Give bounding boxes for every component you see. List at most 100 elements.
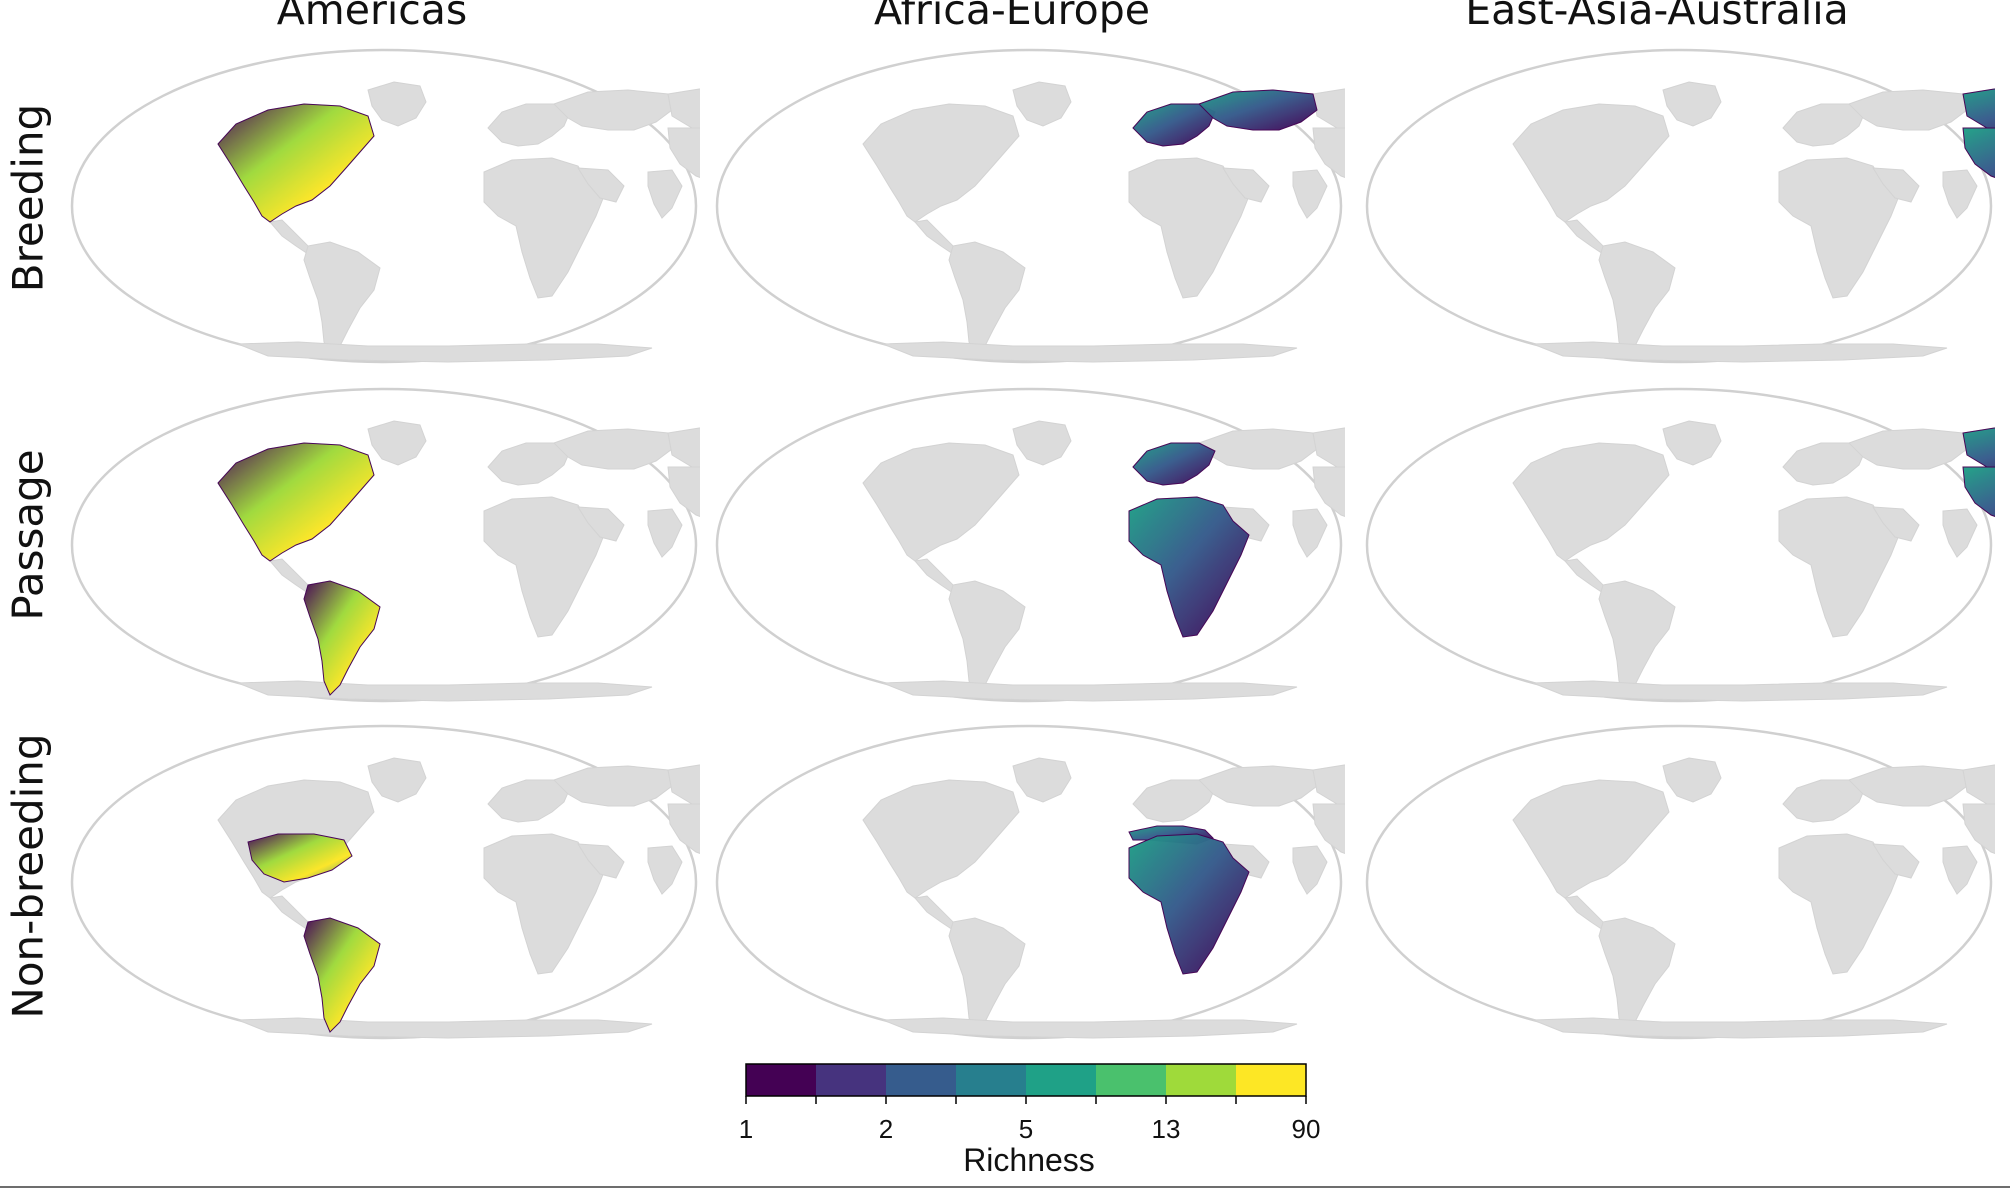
- land-north-america: [862, 779, 1020, 899]
- land-siberia: [667, 88, 700, 130]
- land-siberia: [1312, 88, 1345, 130]
- land-antarctica: [882, 680, 1298, 702]
- land-europe: [487, 779, 571, 823]
- richness-africa: [1128, 833, 1250, 975]
- richness-western-siberia: [1198, 89, 1318, 131]
- legend-bin-3: [886, 1064, 956, 1096]
- land-china: [1312, 127, 1345, 178]
- land-antarctica: [1532, 1017, 1948, 1039]
- column-title-africa-europe: Africa-Europe: [874, 0, 1150, 34]
- bottom-rule: [0, 1186, 2010, 1188]
- land-western-siberia: [1198, 428, 1318, 470]
- legend-colorbar: [745, 1063, 1307, 1104]
- legend-tick-label: 1: [738, 1114, 754, 1144]
- land-arabia: [577, 506, 625, 542]
- map-panel-africa-europe-breeding: [715, 48, 1345, 364]
- land-arabia: [1872, 506, 1920, 542]
- land-north-america: [1512, 103, 1670, 223]
- land-africa: [1778, 496, 1900, 638]
- legend-bin-5: [1026, 1064, 1096, 1096]
- richness-china: [1962, 466, 1995, 517]
- map-panel-americas-breeding: [70, 48, 700, 364]
- land-india: [1292, 845, 1328, 895]
- land-western-siberia: [1198, 765, 1318, 807]
- richness-south-america: [303, 580, 381, 696]
- richness-siberia: [1962, 427, 1995, 469]
- land-arabia: [577, 843, 625, 879]
- land-india: [647, 169, 683, 219]
- legend-tick-label: 13: [1151, 1114, 1181, 1144]
- land-india: [1942, 169, 1978, 219]
- land-antarctica: [237, 680, 653, 702]
- land-arabia: [1872, 843, 1920, 879]
- column-title-east-asia-australia: East-Asia-Australia: [1465, 0, 1849, 34]
- legend-tick-label: 5: [1018, 1114, 1034, 1144]
- land-north-america: [1512, 442, 1670, 562]
- land-europe: [487, 103, 571, 147]
- land-china: [1312, 803, 1345, 854]
- land-africa: [483, 157, 605, 299]
- map-panel-africa-europe-passage: [715, 387, 1345, 703]
- richness-siberia: [1962, 88, 1995, 130]
- map-panel-africa-europe-non-breeding: [715, 724, 1345, 1040]
- land-europe: [1132, 779, 1216, 823]
- land-greenland: [1012, 757, 1072, 803]
- land-europe: [487, 442, 571, 486]
- land-china: [1312, 466, 1345, 517]
- map-panel-americas-non-breeding: [70, 724, 700, 1040]
- land-india: [647, 845, 683, 895]
- land-india: [1292, 169, 1328, 219]
- richness-europe: [1132, 442, 1216, 486]
- land-africa: [483, 496, 605, 638]
- land-greenland: [367, 757, 427, 803]
- richness-europe: [1132, 103, 1216, 147]
- land-siberia: [1312, 764, 1345, 806]
- richness-north-america: [217, 103, 375, 223]
- land-india: [647, 508, 683, 558]
- land-north-america: [1512, 779, 1670, 899]
- land-western-siberia: [553, 89, 673, 131]
- map-panel-americas-passage: [70, 387, 700, 703]
- land-western-siberia: [553, 765, 673, 807]
- land-siberia: [1312, 427, 1345, 469]
- land-north-america: [862, 103, 1020, 223]
- legend-bin-1: [746, 1064, 816, 1096]
- legend-bin-8: [1236, 1064, 1306, 1096]
- land-arabia: [1222, 167, 1270, 203]
- richness-africa: [1128, 496, 1250, 638]
- legend-bin-4: [956, 1064, 1026, 1096]
- land-india: [1292, 508, 1328, 558]
- land-arabia: [577, 167, 625, 203]
- land-africa: [1128, 157, 1250, 299]
- land-greenland: [1662, 420, 1722, 466]
- land-china: [667, 127, 700, 178]
- land-antarctica: [882, 1017, 1298, 1039]
- land-india: [1942, 508, 1978, 558]
- land-europe: [1782, 442, 1866, 486]
- legend-bin-2: [816, 1064, 886, 1096]
- land-greenland: [1012, 81, 1072, 127]
- land-arabia: [1872, 167, 1920, 203]
- land-greenland: [1662, 81, 1722, 127]
- land-western-siberia: [1848, 89, 1968, 131]
- land-africa: [483, 833, 605, 975]
- richness-south-america: [303, 917, 381, 1033]
- land-western-siberia: [1848, 428, 1968, 470]
- legend-tick-label: 90: [1291, 1114, 1321, 1144]
- land-china: [667, 466, 700, 517]
- land-siberia: [667, 764, 700, 806]
- land-antarctica: [237, 1017, 653, 1039]
- column-title-americas: Americas: [276, 0, 468, 34]
- map-panel-east-asia-australia-passage: [1365, 387, 1995, 703]
- land-china: [1962, 803, 1995, 854]
- map-panel-east-asia-australia-breeding: [1365, 48, 1995, 364]
- land-greenland: [1012, 420, 1072, 466]
- land-antarctica: [237, 341, 653, 363]
- land-siberia: [1962, 764, 1995, 806]
- land-greenland: [367, 81, 427, 127]
- legend-bin-7: [1166, 1064, 1236, 1096]
- land-india: [1942, 845, 1978, 895]
- legend-tick-label: 2: [878, 1114, 894, 1144]
- land-africa: [1778, 157, 1900, 299]
